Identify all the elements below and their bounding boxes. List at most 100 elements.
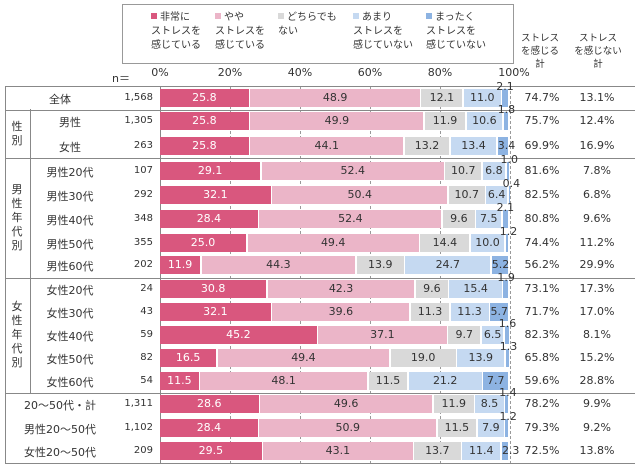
bar-segment: 28.4 <box>160 419 258 437</box>
row-label: 男性20代 <box>46 166 94 179</box>
total-no-stress: 12.4% <box>579 114 615 127</box>
gridline <box>230 86 231 464</box>
bar-segment: 11.3 <box>450 303 489 321</box>
row-n: 59 <box>140 329 153 340</box>
bar-segment: 9.6 <box>415 280 448 298</box>
row-label: 20～50代・計 <box>24 399 96 412</box>
bar-segment: 13.2 <box>404 137 450 155</box>
bar-segment: 10.0 <box>470 234 505 252</box>
bar-segment: 2.1 <box>497 201 514 228</box>
data-label: 28.4 <box>196 421 222 434</box>
legend-label: どちらでも ない <box>278 12 337 37</box>
row-label: 男性 <box>59 116 81 129</box>
data-label: 52.4 <box>340 164 366 177</box>
bar-segment: 1.3 <box>500 340 517 367</box>
data-label: 29.1 <box>197 164 223 177</box>
row-separator <box>5 158 635 159</box>
bar-segment: 52.4 <box>259 210 442 228</box>
bar-segment: 28.4 <box>160 210 258 228</box>
bar-segment: 50.9 <box>259 419 437 437</box>
bar-segment: 29.5 <box>160 442 262 460</box>
data-label: 29.5 <box>198 444 224 457</box>
bar-segment: 39.6 <box>272 303 410 321</box>
legend-item: あまり ストレスを 感じていない <box>353 11 413 53</box>
bar-segment: 10.7 <box>448 186 485 204</box>
x-tick-label: 20% <box>217 66 243 79</box>
data-label: 1.9 <box>497 271 515 284</box>
data-label: 45.2 <box>226 328 251 341</box>
row-n: 292 <box>133 189 153 200</box>
data-label: 32.1 <box>203 188 228 201</box>
bar-segment: 8.5 <box>475 395 504 413</box>
data-label: 44.3 <box>266 258 291 271</box>
row-label: 女性20～50代 <box>24 446 96 459</box>
gridline <box>440 86 441 464</box>
data-label: 42.3 <box>328 282 354 295</box>
bar-segment: 6.4 <box>486 186 508 204</box>
data-label: 1.3 <box>499 340 518 353</box>
data-label: 8.5 <box>480 397 499 410</box>
total-stress: 73.1% <box>524 282 560 295</box>
total-stress: 56.2% <box>524 258 560 271</box>
legend-item: 非常に ストレスを 感じている <box>151 11 201 53</box>
bar-segment: 6.8 <box>482 162 505 180</box>
total-header-no-stress: ストレス を感じない 計 <box>574 33 622 70</box>
data-label: 5.2 <box>491 258 510 271</box>
data-label: 0.4 <box>502 177 521 190</box>
bar-segment: 1.9 <box>497 271 515 298</box>
data-label: 9.6 <box>423 282 441 295</box>
total-stress: 81.6% <box>524 164 560 177</box>
data-label: 5.7 <box>490 305 509 318</box>
row-label: 女性20代 <box>46 284 94 297</box>
bar-segment: 21.2 <box>408 372 482 390</box>
group-label: 女 性 年 代 別 <box>11 300 23 369</box>
bar-segment: 19.0 <box>390 349 456 367</box>
data-label: 11.9 <box>167 258 193 271</box>
legend-label: やや ストレスを 感じている <box>215 12 265 51</box>
group-divider <box>30 277 31 393</box>
total-no-stress: 9.9% <box>583 397 611 410</box>
total-no-stress: 8.1% <box>583 328 611 341</box>
bar-segment: 11.5 <box>368 372 408 390</box>
x-tick-label: 100% <box>498 66 530 79</box>
x-tick-label: 60% <box>357 66 383 79</box>
total-no-stress: 13.8% <box>579 444 615 457</box>
x-tick-label: 0% <box>151 66 169 79</box>
data-label: 14.4 <box>432 236 458 249</box>
total-no-stress: 9.2% <box>583 421 611 434</box>
bar-segment: 49.4 <box>247 234 419 252</box>
data-label: 2.3 <box>501 444 520 457</box>
legend-item: やや ストレスを 感じている <box>215 11 265 53</box>
data-label: 12.1 <box>429 91 455 104</box>
group-label: 男 性 年 代 別 <box>11 183 23 252</box>
bar-segment: 10.7 <box>445 162 482 180</box>
row-label: 男性40代 <box>46 214 94 227</box>
data-label: 52.4 <box>338 212 363 225</box>
bar-segment: 45.2 <box>160 326 317 344</box>
bar-segment: 11.4 <box>462 442 501 460</box>
data-label: 11.5 <box>375 374 401 387</box>
total-no-stress: 17.3% <box>579 282 615 295</box>
row-label: 女性60代 <box>46 376 94 389</box>
data-label: 11.5 <box>444 421 470 434</box>
bar-segment: 49.9 <box>250 112 424 130</box>
legend-label: 非常に ストレスを 感じている <box>151 12 201 51</box>
legend: 非常に ストレスを 感じている やや ストレスを 感じている どちらでも ない あまり… <box>122 4 514 64</box>
legend-swatch <box>151 13 157 19</box>
bar-segment: 25.8 <box>160 137 249 155</box>
data-label: 6.8 <box>485 164 503 177</box>
bar-segment: 1.2 <box>499 410 517 437</box>
bar-segment: 7.7 <box>483 372 509 390</box>
row-n: 1,568 <box>124 92 153 103</box>
data-label: 1.0 <box>500 153 519 166</box>
row-label: 女性40代 <box>46 330 94 343</box>
row-separator <box>5 86 635 87</box>
total-no-stress: 6.8% <box>583 188 611 201</box>
bar-segment: 42.3 <box>267 280 415 298</box>
data-label: 49.6 <box>333 397 359 410</box>
row-label: 全体 <box>49 93 71 106</box>
data-label: 7.9 <box>482 421 500 434</box>
total-stress: 65.8% <box>524 351 560 364</box>
row-label: 女性50代 <box>46 353 94 366</box>
row-n: 209 <box>133 445 153 456</box>
